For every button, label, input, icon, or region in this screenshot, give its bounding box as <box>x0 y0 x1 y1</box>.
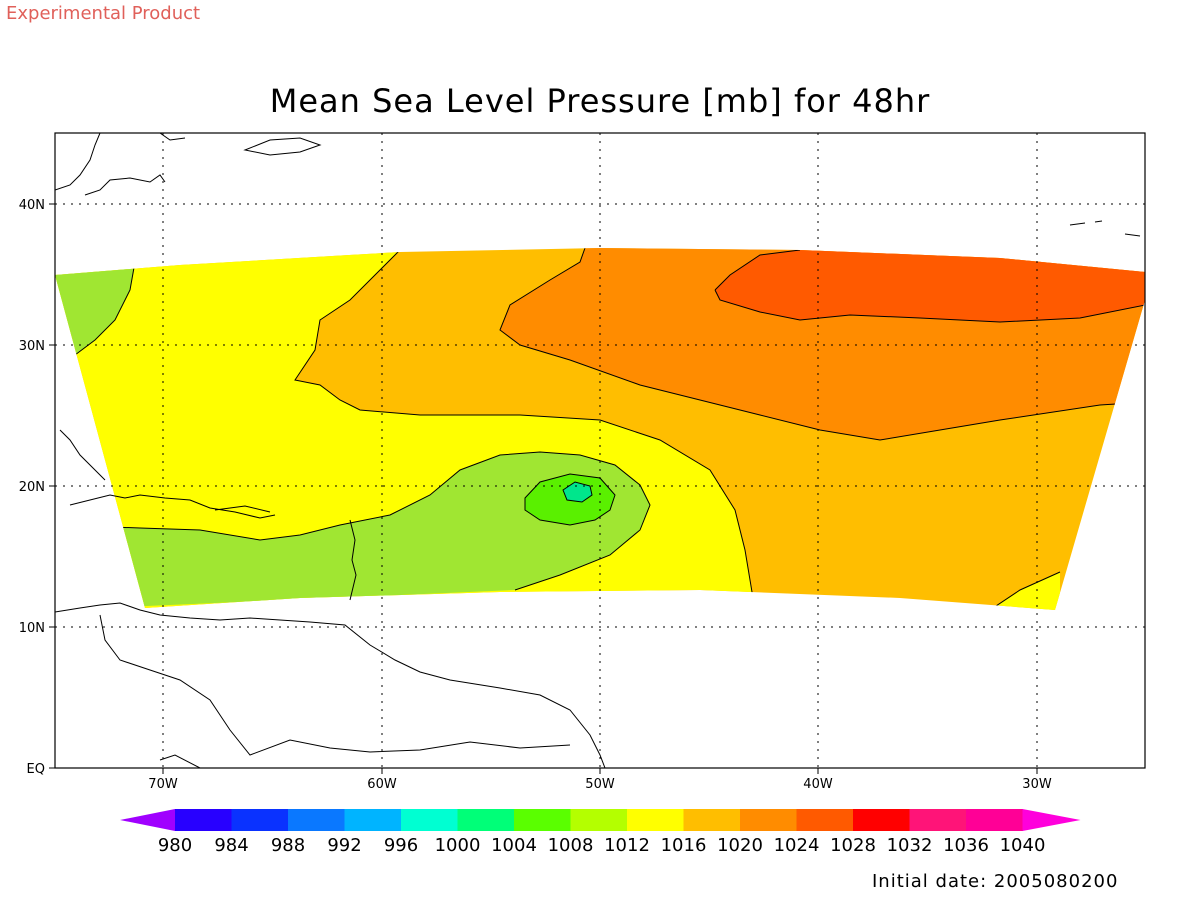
colorbar-label: 1024 <box>774 835 820 856</box>
contour-fill-layer <box>55 133 1145 768</box>
contour-lines <box>55 248 1145 610</box>
colorbar-label: 992 <box>327 835 361 856</box>
colorbar-arrow-left <box>120 809 175 831</box>
colorbar-box <box>288 809 345 831</box>
lat-label-eq: EQ <box>27 762 45 777</box>
colorbar-box <box>231 809 289 831</box>
map-title: Mean Sea Level Pressure [mb] for 48hr <box>269 82 931 120</box>
lat-label-20n: 20N <box>19 480 45 495</box>
fill-1008-1012-nw <box>55 262 135 360</box>
lon-label-50w: 50W <box>585 777 615 792</box>
colorbar-box <box>627 809 684 831</box>
colorbar-box <box>344 809 402 831</box>
lon-label-30w: 30W <box>1022 777 1052 792</box>
colorbar-arrow-right <box>1022 809 1081 831</box>
lat-label-10n: 10N <box>19 621 45 636</box>
fill-1012-1016-east <box>990 572 1060 610</box>
colorbar-box <box>740 809 797 831</box>
colorbar-box <box>175 809 232 831</box>
colorbar-box <box>514 809 571 831</box>
lat-label-30n: 30N <box>19 339 45 354</box>
colorbar: 980 984 988 992 996 1000 1004 1008 1012 1016 1020 1… <box>120 809 1081 856</box>
colorbar-label: 996 <box>384 835 418 856</box>
colorbar-label: 1020 <box>717 835 763 856</box>
colorbar-label: 1016 <box>661 835 707 856</box>
colorbar-box <box>796 809 854 831</box>
colorbar-box <box>853 809 910 831</box>
lon-label-70w: 70W <box>148 777 178 792</box>
colorbar-box <box>683 809 741 831</box>
colorbar-label: 1028 <box>830 835 876 856</box>
colorbar-label: 1032 <box>887 835 933 856</box>
lon-label-60w: 60W <box>367 777 397 792</box>
colorbar-box <box>401 809 458 831</box>
colorbar-label: 1008 <box>548 835 594 856</box>
fill-1000-1004 <box>563 482 592 502</box>
fill-1024-1028 <box>715 250 1145 322</box>
colorbar-label: 1036 <box>943 835 989 856</box>
colorbar-label: 988 <box>271 835 305 856</box>
coastlines <box>55 133 1141 768</box>
graticule <box>55 133 1145 768</box>
colorbar-label: 1004 <box>491 835 537 856</box>
colorbar-label: 1040 <box>1000 835 1046 856</box>
axis-ticks <box>49 203 1038 774</box>
lat-label-40n: 40N <box>19 198 45 213</box>
colorbar-box <box>966 809 1023 831</box>
colorbar-label: 984 <box>214 835 248 856</box>
initial-date-label: Initial date: 2005080200 <box>872 871 1119 892</box>
colorbar-box <box>457 809 515 831</box>
colorbar-label: 980 <box>158 835 192 856</box>
colorbar-label: 1000 <box>435 835 481 856</box>
colorbar-box <box>570 809 628 831</box>
colorbar-box <box>909 809 967 831</box>
experimental-product-label: Experimental Product <box>6 3 201 24</box>
colorbar-label: 1012 <box>604 835 650 856</box>
lon-label-40w: 40W <box>803 777 833 792</box>
